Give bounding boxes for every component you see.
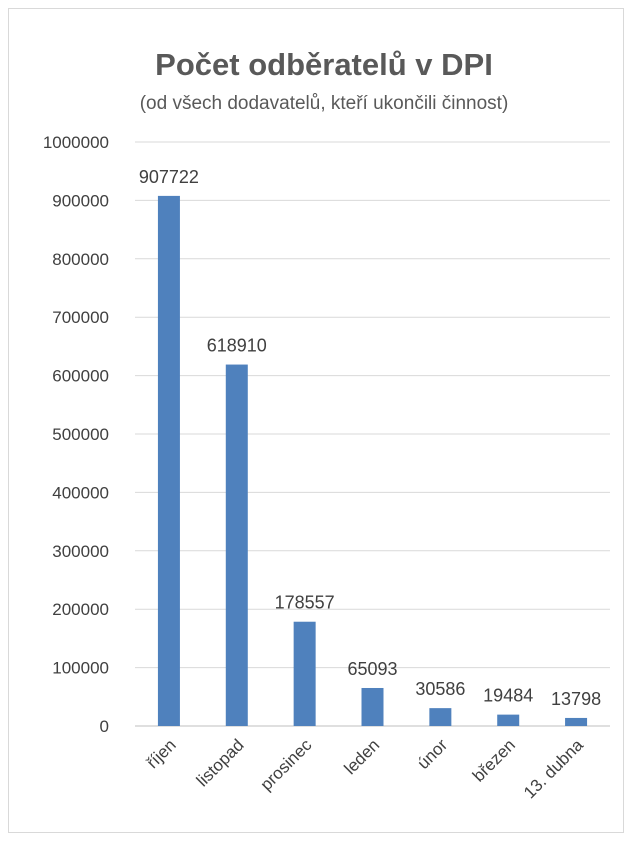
chart-title: Počet odběratelů v DPI: [155, 47, 493, 82]
chart-frame: [8, 8, 624, 833]
bar: [293, 621, 316, 726]
x-tick-label: 13. dubna: [520, 735, 587, 802]
y-tick-label: 700000: [52, 308, 109, 327]
x-tick-label: leden: [340, 735, 383, 778]
gridlines: [135, 141, 610, 727]
data-label: 178557: [275, 593, 335, 613]
data-label: 19484: [483, 686, 533, 706]
bar: [565, 717, 588, 726]
y-tick-label: 400000: [52, 483, 109, 502]
y-tick-label: 300000: [52, 542, 109, 561]
data-label: 13798: [551, 689, 601, 709]
x-tick-label: únor: [414, 735, 452, 773]
x-axis-ticks: říjen listopad prosinec leden únor březen 13. …: [143, 735, 587, 802]
y-tick-label: 200000: [52, 600, 109, 619]
y-tick-label: 800000: [52, 250, 109, 269]
x-tick-label: listopad: [193, 735, 248, 790]
data-label: 907722: [139, 167, 199, 187]
x-tick-label: březen: [469, 735, 519, 785]
bar: [157, 195, 180, 726]
bar: [361, 687, 384, 726]
y-tick-label: 900000: [52, 191, 109, 210]
data-label: 30586: [415, 679, 465, 699]
y-tick-label: 500000: [52, 425, 109, 444]
y-tick-label: 0: [100, 717, 109, 736]
data-label: 65093: [347, 659, 397, 679]
x-tick-label: říjen: [143, 735, 180, 772]
y-tick-label: 1000000: [43, 133, 109, 152]
bar: [225, 364, 248, 726]
y-tick-label: 600000: [52, 367, 109, 386]
data-label: 618910: [207, 336, 267, 356]
bars: [157, 195, 588, 726]
bar: [497, 714, 520, 726]
bar: [429, 708, 452, 726]
data-labels: 907722 618910 178557 65093 30586 19484 13798: [139, 167, 601, 709]
chart-subtitle: (od všech dodavatelů, kteří ukončili čin…: [140, 93, 509, 114]
y-tick-label: 100000: [52, 659, 109, 678]
x-tick-label: prosinec: [257, 735, 316, 794]
y-axis-ticks: 0 100000 200000 300000 400000 500000 600000 700…: [43, 133, 109, 736]
